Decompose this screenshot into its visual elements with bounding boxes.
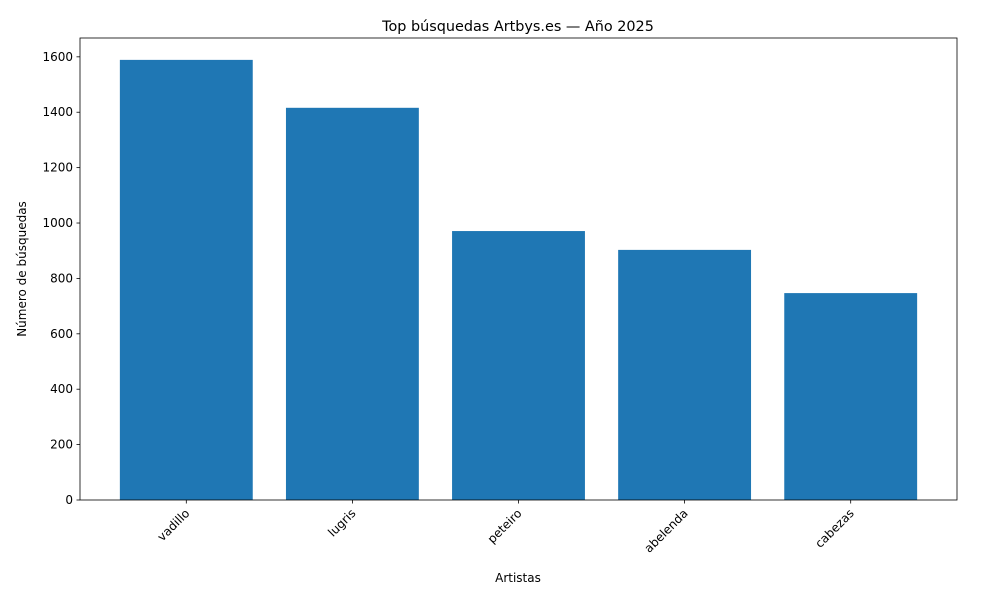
y-tick-label: 800: [50, 271, 73, 285]
y-tick-label: 1000: [42, 216, 73, 230]
y-tick-label: 0: [65, 493, 73, 507]
y-tick-label: 1200: [42, 161, 73, 175]
plot-frame: [79, 37, 958, 501]
bar: [452, 231, 585, 500]
bar: [784, 293, 918, 500]
y-tick-label: 600: [50, 327, 73, 341]
chart-title: Top búsquedas Artbys.es — Año 2025: [381, 19, 654, 35]
y-axis-label: Número de búsquedas: [15, 201, 29, 337]
y-tick-label: 1600: [42, 50, 73, 64]
bar: [119, 59, 253, 501]
bar: [618, 249, 752, 500]
x-axis-label: Artistas: [495, 571, 541, 585]
y-tick-label: 200: [50, 438, 73, 452]
y-tick-label: 400: [50, 382, 73, 396]
y-tick-label: 1400: [42, 105, 73, 119]
bar: [285, 107, 419, 501]
